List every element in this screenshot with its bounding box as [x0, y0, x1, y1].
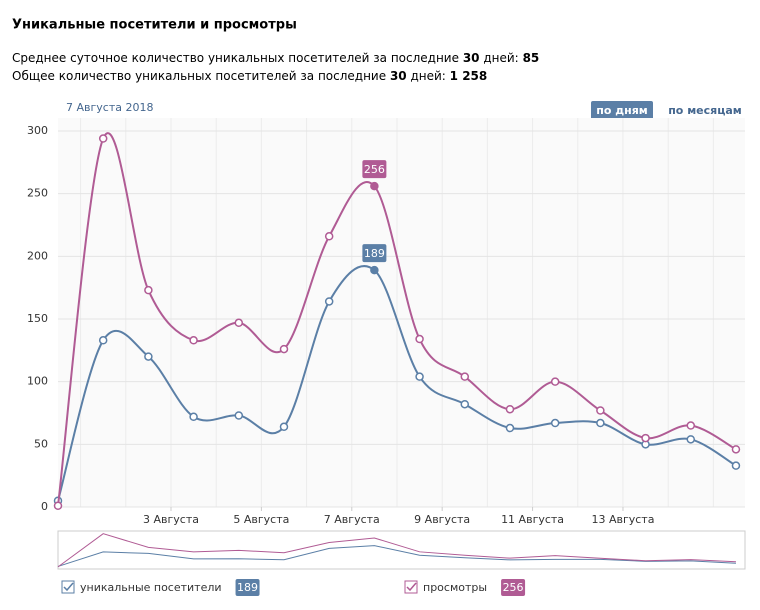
point [686, 435, 696, 444]
legend-checkbox[interactable] [61, 580, 75, 594]
tooltip-value: 189 [364, 247, 385, 260]
point [460, 372, 470, 381]
legend-value: 189 [237, 581, 258, 594]
point [53, 501, 63, 510]
legend-label: просмотры [423, 581, 487, 594]
stat-value: 1 258 [450, 69, 488, 83]
y-tick-label: 300 [27, 124, 48, 137]
x-tick-label: 11 Августа [501, 513, 564, 526]
point [144, 352, 153, 361]
stat-line: Среднее суточное количество уникальных п… [12, 51, 539, 65]
date-label: 7 Августа 2018 [66, 101, 153, 114]
y-tick-label: 250 [27, 187, 48, 200]
point [550, 377, 560, 386]
toggle-day[interactable]: по дням [596, 104, 648, 117]
point [731, 445, 741, 454]
point [234, 318, 244, 328]
stat-line: Общее количество уникальных посетителей … [12, 69, 487, 83]
toggle-active[interactable] [591, 101, 653, 120]
point [550, 418, 560, 428]
point [415, 372, 424, 381]
point [189, 336, 198, 345]
legend-label: уникальные посетители [80, 581, 222, 594]
y-tick-label: 200 [27, 249, 48, 262]
stat-value: 85 [523, 51, 540, 65]
point [234, 411, 244, 420]
point [596, 406, 605, 415]
point [731, 461, 741, 470]
point [505, 404, 515, 414]
y-tick-label: 0 [41, 500, 48, 513]
point [505, 423, 515, 433]
x-tick-label: 9 Августа [414, 513, 470, 526]
point [686, 421, 696, 430]
tooltip-bg [362, 160, 387, 179]
legend-checkbox[interactable] [404, 580, 418, 594]
legend-value: 256 [503, 581, 524, 594]
point [460, 399, 470, 409]
navigator-line [57, 533, 736, 568]
point [370, 181, 379, 191]
point [98, 336, 108, 345]
navigator-line [57, 545, 736, 567]
legend-check [406, 582, 417, 592]
toggle-month[interactable]: по месяцам [668, 104, 742, 117]
navigator [57, 530, 746, 570]
y-tick-label: 50 [34, 437, 48, 450]
tooltip-value: 256 [364, 163, 385, 176]
stat-days: 30 [463, 51, 480, 65]
plot-bg [58, 118, 745, 507]
title: Уникальные посетители и просмотры [12, 18, 297, 33]
point [189, 412, 198, 422]
x-tick-label: 3 Августа [143, 513, 199, 526]
stat-text: Среднее суточное количество уникальных п… [12, 51, 459, 65]
legend-badge [235, 579, 260, 596]
point [324, 297, 334, 306]
x-tick-label: 5 Августа [233, 513, 289, 526]
stat-days: 30 [390, 69, 407, 83]
point [370, 265, 379, 275]
stat-text: Общее количество уникальных посетителей … [12, 69, 386, 83]
y-tick-label: 100 [27, 375, 48, 388]
x-tick-label: 7 Августа [324, 513, 380, 526]
x-tick-label: 13 Августа [591, 513, 654, 526]
y-tick-label: 150 [27, 312, 48, 325]
stat-unit: дней: [483, 51, 518, 65]
point [415, 334, 424, 344]
legend-badge [501, 579, 526, 596]
tooltip-bg [362, 244, 387, 263]
legend-check [63, 582, 74, 592]
point [596, 418, 605, 428]
point [98, 134, 108, 143]
point [641, 433, 650, 443]
point [324, 232, 334, 241]
point [279, 344, 289, 354]
point [144, 285, 153, 295]
point [279, 422, 289, 432]
stat-unit: дней: [410, 69, 445, 83]
